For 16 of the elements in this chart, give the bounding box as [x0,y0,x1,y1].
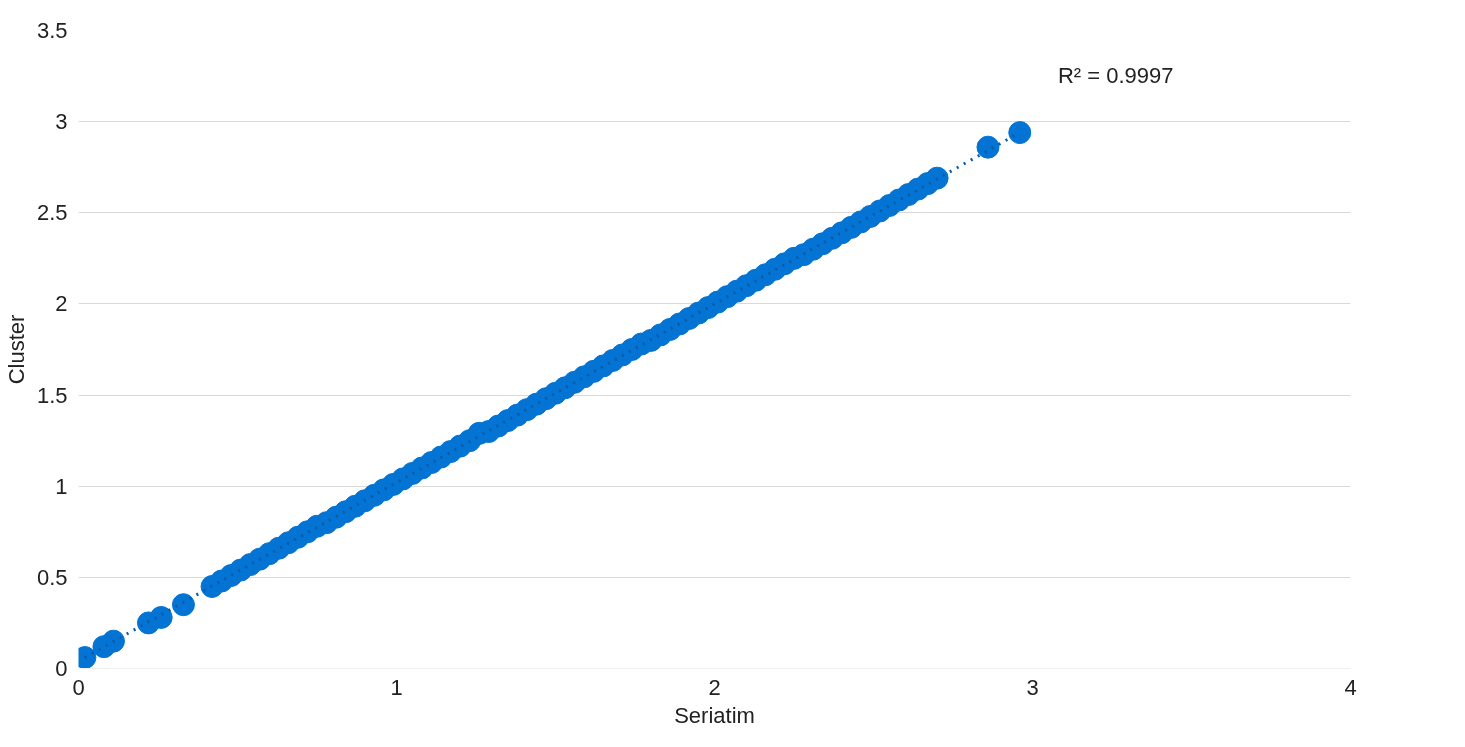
y-tick-label: 2 [55,291,68,317]
x-tick-label: 3 [1026,674,1039,700]
y-tick-label: 1 [55,473,68,499]
y-tick-label: 0.5 [36,564,68,590]
annotation: R² = 0.9997 [1057,62,1174,88]
y-tick-label: 2.5 [36,200,68,226]
x-axis-title: Seriatim [674,702,755,728]
x-tick-label: 2 [708,674,721,700]
y-axis-title: Cluster [3,314,29,385]
x-tick-label: 1 [390,674,403,700]
y-tick-label: 0 [55,656,68,681]
y-tick-label: 3 [55,109,68,135]
y-tick-label: 3.5 [36,18,68,43]
y-tick-label: 1.5 [36,382,68,408]
x-tick-label: 4 [1344,674,1357,700]
x-tick-label: 0 [72,674,85,700]
